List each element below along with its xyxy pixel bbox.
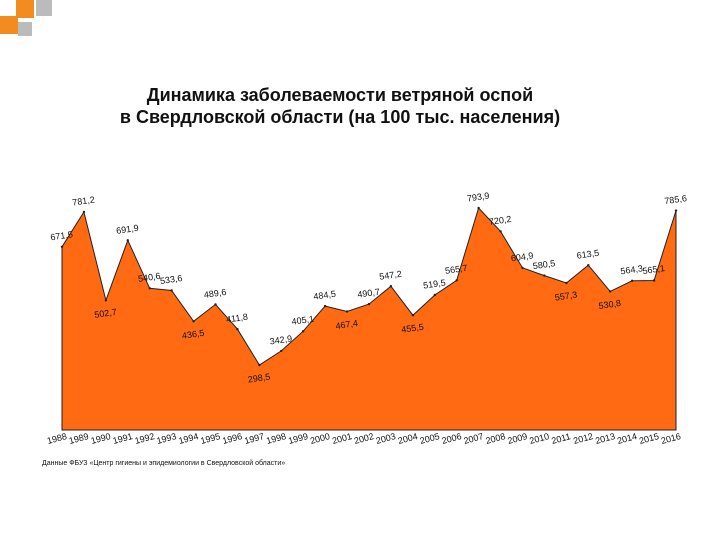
data-label: 540,6 [137,271,161,284]
data-label: 691,9 [116,223,140,236]
x-tick-label: 1996 [221,431,243,446]
data-label: 547,2 [379,269,403,282]
data-label: 342,9 [269,333,293,346]
data-label: 671,5 [50,229,74,242]
deco-square-orange [16,0,34,18]
corner-decoration [0,0,60,50]
x-tick-label: 2016 [660,431,682,446]
data-label: 793,9 [466,191,490,204]
deco-square-gray [36,0,52,16]
data-point [433,293,436,297]
x-tick-label: 2012 [572,431,594,446]
data-label: 411,8 [225,312,248,325]
x-tick-label: 2000 [309,431,331,446]
x-tick-label: 1995 [199,431,221,446]
x-tick-label: 2009 [506,431,528,446]
data-label: 785,6 [664,193,688,206]
data-point [411,314,415,317]
data-point [565,281,568,285]
data-point [455,279,458,282]
data-point [104,299,108,302]
data-label: 564,3 [620,263,644,276]
data-point [543,274,546,277]
x-tick-label: 1991 [112,431,134,446]
data-point [630,279,634,282]
data-point [214,303,217,306]
data-point [499,230,502,233]
data-label: 489,6 [203,287,227,300]
x-tick-label: 2007 [463,431,485,446]
data-point [587,264,590,267]
data-point [367,302,371,306]
x-tick-label: 2010 [528,431,550,446]
data-label: 436,5 [181,328,205,341]
data-label: 580,5 [532,258,556,271]
data-point [60,245,64,248]
x-tick-label: 2013 [594,431,616,446]
data-label: 604,9 [510,250,534,263]
data-point [389,285,393,288]
x-tick-label: 2015 [638,431,660,446]
x-tick-label: 1989 [68,431,90,446]
data-point [345,310,349,313]
data-point [280,349,283,353]
x-tick-label: 1997 [243,431,265,446]
source-note: Данные ФБУЗ «Центр гигиены и эпидемиолог… [42,460,286,467]
data-label: 565,7 [444,263,468,276]
x-tick-label: 2002 [353,431,375,446]
x-tick-label: 2005 [419,431,441,446]
x-tick-label: 1994 [178,431,200,446]
x-tick-label: 1998 [265,431,287,446]
data-point [609,290,612,293]
x-tick-label: 1992 [134,431,156,446]
data-label: 720,2 [488,214,512,227]
x-tick-label: 2014 [616,431,638,446]
data-label: 502,7 [94,307,118,320]
data-label: 405,1 [291,314,315,327]
data-label: 484,5 [313,289,337,302]
data-label: 781,2 [72,195,96,208]
data-point [302,330,305,333]
data-label: 519,5 [423,278,447,291]
x-tick-label: 2006 [441,431,463,446]
data-label: 613,5 [576,248,600,261]
x-tick-label: 2003 [375,431,397,446]
data-label: 490,7 [357,287,381,300]
data-point [170,289,173,292]
data-label: 455,5 [401,322,425,335]
data-label: 533,6 [159,273,183,286]
data-point [148,287,151,290]
data-label: 530,8 [598,298,622,311]
x-tick-label: 2011 [550,431,571,446]
x-tick-label: 2004 [397,431,419,446]
data-point [236,327,239,331]
data-point [258,363,261,367]
data-point [192,320,195,323]
data-point [652,279,656,282]
data-point [82,210,86,214]
data-label: 467,4 [335,318,359,331]
data-point [477,206,480,210]
deco-square-gray [18,22,32,36]
x-tick-label: 1990 [90,431,112,446]
deco-square-orange [0,16,18,34]
x-tick-label: 2001 [331,431,353,446]
x-tick-label: 2008 [485,431,507,446]
data-point [521,266,524,270]
chart-title-line-2: в Свердловской области (на 100 тыс. насе… [119,107,561,127]
data-point [126,239,129,242]
data-point [674,209,678,212]
x-tick-label: 1993 [156,431,178,446]
x-tick-label: 1988 [46,431,68,446]
data-point [323,304,327,308]
data-label: 565,1 [642,263,666,276]
x-tick-label: 1999 [287,431,309,446]
chart-title: Динамика заболеваемости ветряной оспой в… [60,84,620,128]
area-series [61,207,677,431]
data-label: 557,3 [554,290,578,303]
data-label: 298,5 [247,372,271,385]
chart-title-line-1: Динамика заболеваемости ветряной оспой [146,85,534,105]
